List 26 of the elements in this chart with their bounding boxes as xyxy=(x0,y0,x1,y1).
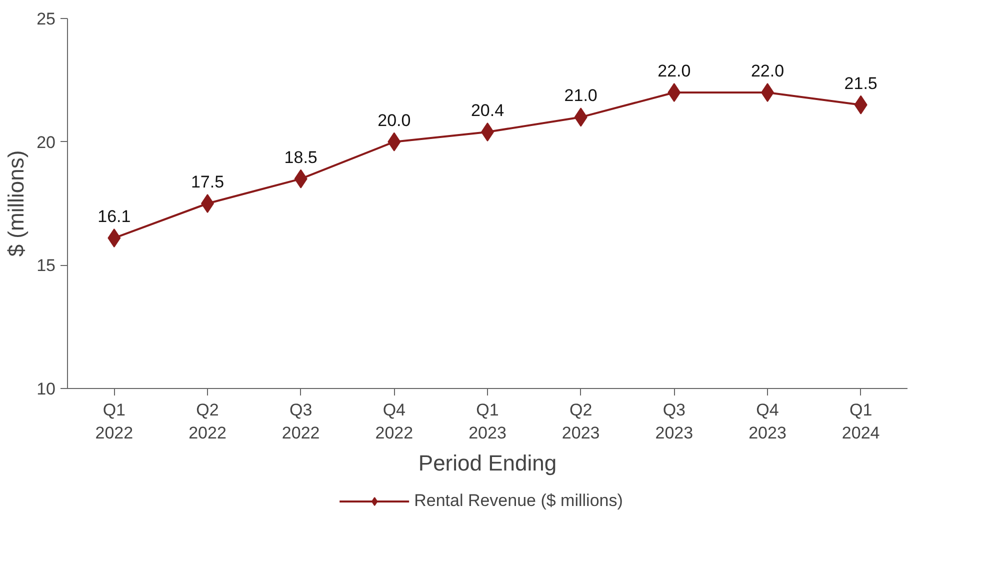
data-label: 20.4 xyxy=(470,100,504,120)
x-tick-label: Q2 2022 xyxy=(188,400,226,442)
x-tick-label: Q1 2022 xyxy=(95,400,134,442)
y-tick-label: 15 xyxy=(36,256,56,276)
y-tick-label: 25 xyxy=(36,10,56,28)
x-tick-label: Q1 2024 xyxy=(842,400,880,442)
x-axis-title: Period Ending xyxy=(418,450,557,476)
data-label: 22.0 xyxy=(750,62,784,80)
y-tick-label: 20 xyxy=(36,132,56,152)
data-label: 20.0 xyxy=(378,110,411,130)
data-label: 16.1 xyxy=(98,207,131,226)
x-tick-label: Q2 2023 xyxy=(562,400,600,442)
y-tick-label: 10 xyxy=(36,380,56,398)
x-tick-label: Q3 2023 xyxy=(655,400,694,442)
x-tick-label: Q4 2023 xyxy=(748,400,786,442)
data-label: 21.0 xyxy=(564,86,598,106)
x-tick-label: Q3 2022 xyxy=(282,400,320,442)
x-tick-label: Q4 2022 xyxy=(375,400,414,442)
point xyxy=(668,83,681,102)
y-axis-title: $ (millions) xyxy=(4,150,29,257)
data-label: 21.5 xyxy=(844,74,878,93)
data-label: 22.0 xyxy=(658,62,691,80)
data-label: 18.5 xyxy=(284,148,318,167)
x-tick-label: Q1 2023 xyxy=(468,400,506,442)
data-label: 17.5 xyxy=(190,172,224,192)
legend-label: Rental Revenue ($ millions) xyxy=(414,490,623,510)
